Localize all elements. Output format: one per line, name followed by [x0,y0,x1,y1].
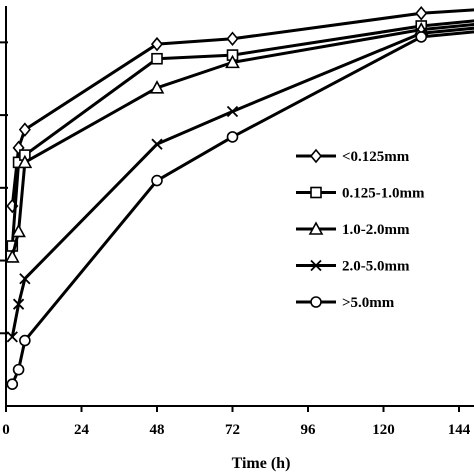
data-point [4,249,20,263]
series-line [10,30,474,385]
legend-item: 2.0-5.0mm [296,259,410,275]
data-point [11,223,26,238]
data-point [225,54,240,69]
x-tick-label: 96 [301,422,317,438]
data-point [6,331,18,343]
legend-label: 1.0-2.0mm [342,222,410,238]
legend-marker [309,148,323,164]
legend-marker [310,259,322,272]
data-point [151,52,163,65]
data-point [151,174,163,187]
legend-marker [310,296,322,308]
legend-item: 0.125-1.0mm [296,186,425,202]
x-tick-label: 72 [225,422,240,438]
legend-item: 1.0-2.0mm [296,221,410,238]
x-axis-title: Time (h) [232,455,291,472]
series-2 [6,19,474,252]
data-point [149,80,165,94]
legend-item: <0.125mm [296,148,410,165]
x-tick-label: 0 [2,422,10,438]
data-point [226,105,239,118]
series-line [10,26,474,338]
legend-item: >5.0mm [296,295,395,311]
series-group [4,6,474,390]
data-point [19,334,31,347]
x-tick-label: 48 [150,422,165,438]
series-line [10,19,474,247]
legend-label: 2.0-5.0mm [342,259,410,275]
data-point [18,122,31,137]
legend-marker [310,186,322,199]
legend: <0.125mm 0.125-1.0mm 1.0-2.0mm 2.0-5.0mm >5.… [296,148,425,311]
data-point [151,138,163,150]
data-point [150,36,164,52]
data-point [226,131,239,143]
data-point [415,6,428,21]
series-5 [6,30,474,390]
data-point [12,298,25,310]
x-tick-label: 144 [448,422,471,438]
x-tick-label: 24 [74,422,90,438]
data-point [17,154,33,169]
data-point [415,31,428,43]
data-point [19,273,31,285]
legend-label: >5.0mm [342,295,395,311]
legend-marker [308,221,324,235]
legend-label: <0.125mm [342,149,410,165]
data-point [12,363,25,376]
data-point [226,31,239,46]
legend-label: 0.125-1.0mm [342,186,425,202]
axes: 0 24 48 72 96 120 144 [0,6,474,438]
x-tick-label: 120 [372,422,395,438]
data-point [6,378,19,390]
series-3 [4,21,474,263]
